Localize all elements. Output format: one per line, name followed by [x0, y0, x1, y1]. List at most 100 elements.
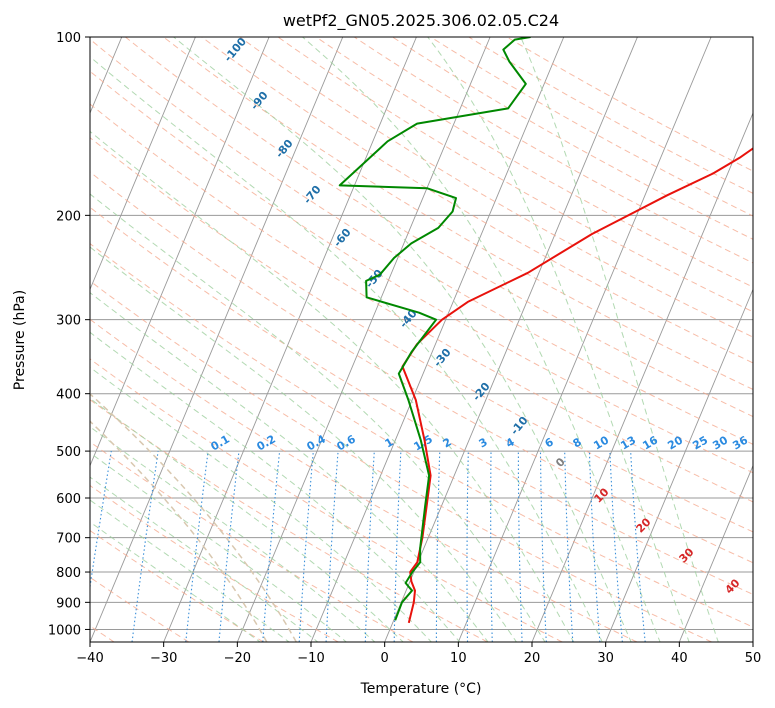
moist-adiabat	[90, 56, 603, 642]
dry-adiabat	[430, 37, 753, 217]
x-tick-label: 40	[671, 651, 688, 666]
mixing-ratio-line	[435, 451, 441, 642]
moist-adiabat-label: 0	[553, 455, 568, 470]
mixing-ratio-label: 4	[504, 435, 517, 450]
dry-adiabat	[90, 243, 753, 628]
mixing-ratio-line	[490, 451, 493, 642]
dry-adiabat	[239, 37, 753, 338]
mixing-ratio-label: 10	[591, 433, 611, 452]
mixing-ratio-line	[262, 451, 281, 642]
moist-adiabat	[90, 426, 376, 642]
mixing-ratio-label: 3	[477, 435, 490, 450]
mixing-ratio-line	[630, 451, 646, 642]
mixing-ratio-line	[466, 451, 469, 642]
reference-curve	[90, 392, 297, 642]
isotherm-20	[531, 111, 753, 642]
moist-adiabat	[90, 292, 489, 642]
moist-adiabat	[90, 331, 461, 642]
dry-adiabat	[90, 441, 414, 642]
y-tick-label: 500	[56, 445, 81, 460]
x-tick-label: −30	[150, 651, 177, 666]
x-axis: −40 −30 −20 −10 0 10 20 30 40 50	[76, 642, 761, 666]
y-tick-label: 400	[56, 388, 81, 403]
plot-frame	[89, 36, 754, 643]
isotherm-40	[678, 464, 753, 642]
chart-title: wetPf2_GN05.2025.306.02.05.C24	[283, 11, 559, 31]
mixing-ratio-label: 0.1	[209, 432, 232, 453]
moist-adiabat	[90, 193, 546, 642]
isotherm--30	[163, 37, 417, 642]
isotherm-0	[384, 37, 638, 642]
dry-adiabat	[90, 38, 753, 445]
mixing-ratio-line	[539, 451, 547, 642]
dry-adiabat	[90, 70, 753, 474]
dry-adiabat	[506, 37, 753, 172]
mixing-ratio-line	[218, 451, 240, 642]
moist-adiabat	[173, 37, 632, 642]
moist-adiabat	[90, 499, 290, 642]
dry-adiabat	[90, 484, 339, 642]
isotherm-30	[605, 288, 753, 642]
mixing-ratio-line	[90, 451, 112, 591]
mixing-ratio-line	[131, 451, 159, 642]
moist-adiabat-label: 20	[634, 515, 654, 535]
moist-adiabat	[520, 37, 719, 642]
dry-adiabat-label: -100	[221, 35, 249, 65]
moist-adiabat	[90, 521, 262, 642]
x-tick-label: 20	[524, 651, 541, 666]
isotherm--40	[90, 37, 344, 642]
x-tick-label: −40	[76, 651, 103, 666]
moist-adiabat	[90, 476, 319, 642]
dry-adiabat	[90, 399, 488, 642]
dry-adiabat-label: -70	[301, 183, 324, 207]
moist-adiabat-label: 40	[723, 576, 743, 596]
mixing-ratio-label: 36	[730, 433, 750, 452]
dry-adiabat	[277, 37, 753, 313]
dewpoint-profile	[338, 37, 531, 621]
dry-adiabat	[125, 37, 753, 418]
dry-adiabat-label: -30	[431, 346, 454, 370]
isotherm--60	[90, 37, 196, 291]
dry-adiabat	[90, 103, 753, 503]
mixing-ratio-label: 2	[441, 435, 454, 450]
mixing-ratio-line	[298, 451, 314, 642]
dry-adiabat	[90, 136, 753, 533]
dry-adiabat	[90, 576, 190, 642]
x-tick-label: 0	[381, 651, 389, 666]
y-tick-label: 100	[56, 31, 81, 46]
y-tick-label: 200	[56, 209, 81, 224]
x-tick-label: −20	[224, 651, 251, 666]
mixing-ratio-line	[588, 451, 601, 642]
y-tick-label: 700	[56, 532, 81, 547]
dry-adiabat-label: -10	[508, 414, 531, 438]
x-tick-label: −10	[297, 651, 324, 666]
reference-curve	[90, 420, 268, 642]
y-tick-label: 300	[56, 314, 81, 329]
mixing-ratio-label: 25	[690, 434, 710, 453]
dry-adiabat	[201, 37, 753, 364]
mixing-ratio-label: 0.6	[335, 432, 359, 453]
mixing-ratio-label: 6	[543, 435, 556, 450]
mixing-ratio-line	[185, 451, 209, 642]
y-tick-label: 800	[56, 566, 81, 581]
mixing-ratio-label: 20	[665, 433, 685, 452]
moist-adiabat	[90, 452, 348, 642]
mixing-ratio-line	[609, 451, 623, 642]
plot-area: 0.1 0.2 0.4 0.6 1 1.5 2 3 4 6 8 10 13 16 20 25 30 36-100-…	[90, 35, 753, 642]
x-tick-label: 50	[745, 651, 762, 666]
y-tick-label: 600	[56, 492, 81, 507]
x-axis-label: Temperature (°C)	[360, 681, 482, 697]
mixing-ratio-label: 0.2	[255, 432, 278, 453]
mixing-ratio-label: 0.4	[305, 432, 329, 453]
y-axis-label: Pressure (hPa)	[12, 290, 28, 390]
moist-adiabat	[90, 246, 518, 642]
dry-adiabat	[354, 37, 753, 264]
dry-adiabat	[90, 358, 563, 642]
dry-adiabat-label: -90	[248, 89, 271, 113]
dry-adiabat	[90, 206, 753, 595]
y-tick-label: 900	[56, 596, 81, 611]
temperature-profile	[401, 147, 753, 624]
moist-adiabat-label: 10	[592, 485, 612, 505]
y-tick-label: 1000	[48, 623, 81, 638]
